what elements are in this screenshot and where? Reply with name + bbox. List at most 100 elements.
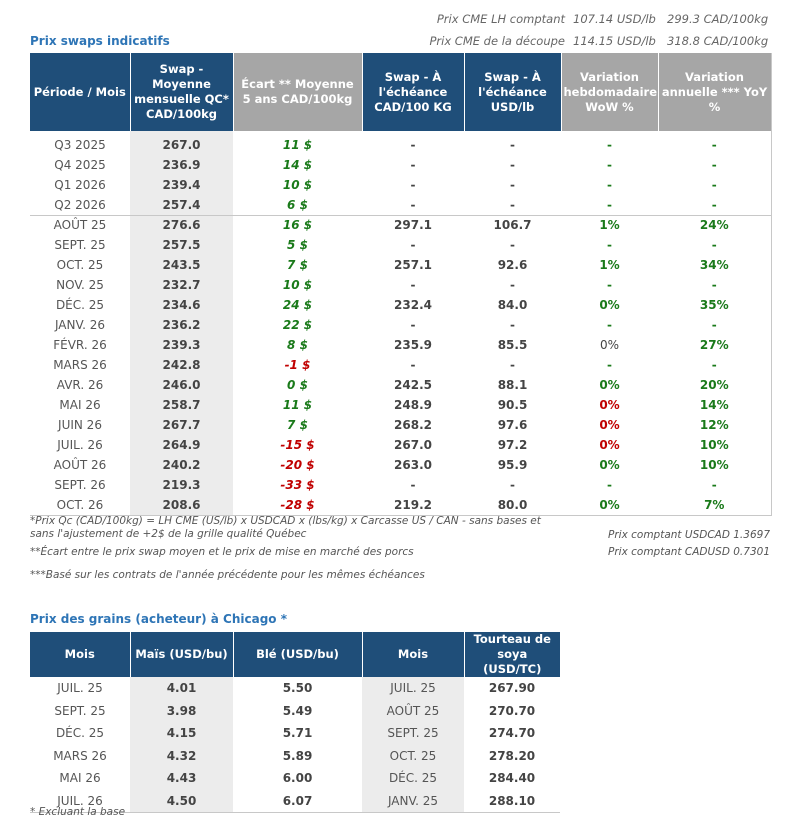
swap-echeance-cad-cell: 232.4 (394, 298, 432, 312)
col-header-soya: Tourteau de soya (USD/TC) (464, 632, 560, 677)
grains-title: Prix des grains (acheteur) à Chicago * (30, 612, 287, 626)
grain-soya-cell: 267.90 (488, 681, 536, 696)
swap-wow-cell: - (607, 138, 612, 152)
swap-period-cell: JUIL. 26 (57, 438, 103, 452)
swap-ecart-cell: 22 $ (282, 318, 313, 332)
swap-wow-cell: - (607, 197, 612, 212)
swap-echeance-cad-cell: - (410, 197, 416, 212)
swap-echeance-usd-cell: 80.0 (497, 497, 528, 512)
swap-row: FÉVR. 26 239.3 8 $ 235.9 85.5 0% 27% (30, 335, 771, 355)
swap-row: Q2 2026 257.4 6 $ - - - - (30, 195, 771, 215)
swap-echeance-cad-cell: 263.0 (394, 458, 432, 472)
swap-row: Q3 2025 267.0 11 $ - - - - (30, 131, 771, 155)
swap-row: DÉC. 25 234.6 24 $ 232.4 84.0 0% 35% (30, 295, 771, 315)
swap-moyenne-cell: 239.3 (130, 335, 233, 355)
swap-row: SEPT. 25 257.5 5 $ - - - - (30, 235, 771, 255)
swap-yoy-cell: - (711, 318, 717, 332)
swap-moyenne-cell: 257.5 (130, 235, 233, 255)
swap-moyenne-cell: 240.2 (130, 455, 233, 475)
swap-period-cell: FÉVR. 26 (53, 338, 107, 352)
grain-mois-cell: DÉC. 25 (55, 726, 105, 741)
swap-moyenne-cell: 234.6 (130, 295, 233, 315)
swap-echeance-cad-cell: - (410, 278, 416, 292)
grain-ble-cell: 5.50 (282, 681, 313, 696)
grain-soya-cell: 278.20 (488, 748, 536, 763)
cme-cut-price-line: Prix CME de la découpe 114.15 USD/lb 318.8… (429, 34, 768, 48)
swap-wow-cell: 0% (599, 418, 620, 432)
swap-row: MAI 26 258.7 11 $ 248.9 90.5 0% 14% (30, 395, 771, 415)
swap-yoy-cell: - (711, 358, 717, 372)
cadusd-rate: Prix comptant CADUSD 0.7301 (608, 546, 770, 558)
grain-soya-cell: 270.70 (488, 703, 536, 718)
grain-mois-soya-cell: OCT. 25 (362, 744, 464, 767)
swap-ecart-cell: 8 $ (287, 338, 308, 352)
swap-wow-cell: - (607, 478, 612, 492)
swap-ecart-cell: -20 $ (280, 458, 315, 472)
swap-echeance-usd-cell: 97.2 (497, 438, 528, 452)
swap-period-cell: AOÛT 25 (30, 214, 130, 235)
swap-wow-cell: - (607, 318, 612, 332)
col-header-echeance-cad: Swap - À l'échéance CAD/100 KG (362, 53, 465, 131)
footnote-yoy: ***Basé sur les contrats de l'année préc… (30, 569, 425, 581)
col-header-swap-moyenne: Swap - Moyenne mensuelle QC* CAD/100kg (130, 53, 234, 131)
swap-yoy-cell: - (711, 278, 717, 292)
swap-moyenne-cell: 242.8 (130, 355, 233, 375)
swap-wow-cell: 0% (599, 378, 620, 392)
swap-moyenne-cell: 236.2 (130, 315, 233, 335)
swap-period-cell: JUIN 26 (58, 418, 102, 432)
grain-row: JUIL. 25 4.01 5.50 JUIL. 25 267.90 (30, 677, 560, 700)
cme-lh-cad: 299.3 CAD/100kg (667, 12, 769, 26)
swap-wow-cell: 1% (561, 214, 658, 235)
swap-moyenne-cell: 267.0 (130, 131, 233, 155)
swap-ecart-cell: 5 $ (287, 238, 308, 252)
swap-echeance-usd-cell: - (510, 138, 515, 152)
swap-wow-cell: - (607, 178, 612, 192)
swap-row: JUIL. 26 264.9 -15 $ 267.0 97.2 0% 10% (30, 435, 771, 455)
swap-period-cell: MAI 26 (59, 398, 101, 412)
grain-ble-cell: 6.07 (282, 793, 313, 808)
swap-yoy-cell: - (711, 138, 717, 152)
swap-ecart-cell: 7 $ (287, 418, 308, 432)
swap-wow-cell: - (607, 158, 612, 172)
swap-ecart-cell: 11 $ (282, 398, 313, 412)
swap-echeance-usd-cell: 97.6 (497, 418, 528, 432)
swap-period-cell: SEPT. 25 (54, 238, 106, 252)
swap-moyenne-cell: 236.9 (130, 155, 233, 175)
swap-period-cell: DÉC. 25 (55, 298, 105, 312)
swap-period-cell: Q3 2025 (54, 138, 106, 152)
swap-row: NOV. 25 232.7 10 $ - - - - (30, 275, 771, 295)
swap-echeance-cad-cell: - (410, 478, 416, 492)
swap-wow-cell: 0% (599, 438, 620, 452)
swap-period-cell: AOÛT 26 (53, 458, 107, 472)
swap-moyenne-cell: 276.6 (130, 214, 233, 235)
grain-row: DÉC. 25 4.15 5.71 SEPT. 25 274.70 (30, 722, 560, 745)
swap-yoy-cell: - (711, 478, 717, 492)
grain-mais-cell: 4.15 (130, 722, 233, 745)
grain-mois-soya-cell: JANV. 25 (362, 789, 464, 812)
col-header-periode: Période / Mois (30, 53, 131, 131)
grain-soya-cell: 274.70 (488, 726, 536, 741)
swap-yoy-cell: 24% (658, 214, 771, 235)
grain-mois-cell: MARS 26 (53, 748, 107, 763)
swap-period-cell: Q2 2026 (54, 197, 106, 212)
col-header-wow: Variation hebdomadaire WoW % (561, 53, 659, 131)
grain-mais-cell: 4.01 (130, 677, 233, 700)
grain-ble-cell: 5.49 (282, 703, 313, 718)
swap-ecart-cell: 0 $ (287, 378, 308, 392)
grain-row: MARS 26 4.32 5.89 OCT. 25 278.20 (30, 744, 560, 767)
swap-row: Q4 2025 236.9 14 $ - - - - (30, 155, 771, 175)
grain-mois-cell: JUIL. 26 (57, 793, 103, 808)
swap-ecart-cell: -33 $ (280, 478, 315, 492)
grain-mois-soya-cell: AOÛT 25 (362, 699, 464, 722)
swaps-header-row: Période / Mois Swap - Moyenne mensuelle … (30, 53, 771, 131)
swaps-title: Prix swaps indicatifs (30, 34, 170, 48)
swap-yoy-cell: 10% (699, 438, 729, 452)
swap-echeance-usd-cell: - (510, 158, 515, 172)
swap-yoy-cell: - (711, 197, 717, 212)
cme-lh-label: Prix CME LH comptant (436, 12, 565, 26)
swap-yoy-cell: 27% (699, 338, 729, 352)
swap-wow-cell: - (607, 238, 612, 252)
grain-row: MAI 26 4.43 6.00 DÉC. 25 284.40 (30, 767, 560, 790)
swap-ecart-cell: 7 $ (287, 258, 308, 272)
swap-moyenne-cell: 267.7 (130, 415, 233, 435)
